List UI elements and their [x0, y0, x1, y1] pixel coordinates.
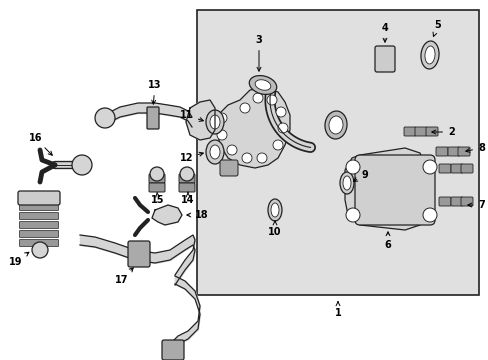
- FancyBboxPatch shape: [403, 127, 415, 136]
- Ellipse shape: [255, 80, 270, 90]
- FancyBboxPatch shape: [425, 127, 437, 136]
- Text: 19: 19: [8, 252, 29, 267]
- Circle shape: [95, 108, 115, 128]
- Polygon shape: [217, 88, 289, 168]
- Circle shape: [275, 107, 285, 117]
- Circle shape: [346, 208, 359, 222]
- Ellipse shape: [420, 41, 438, 69]
- Text: 2: 2: [431, 127, 454, 137]
- FancyBboxPatch shape: [438, 197, 450, 206]
- FancyBboxPatch shape: [20, 194, 59, 202]
- Ellipse shape: [205, 140, 224, 164]
- FancyBboxPatch shape: [457, 147, 469, 156]
- Circle shape: [226, 145, 237, 155]
- Circle shape: [278, 123, 287, 133]
- Ellipse shape: [209, 115, 220, 129]
- Circle shape: [252, 93, 263, 103]
- FancyBboxPatch shape: [460, 164, 472, 173]
- Ellipse shape: [209, 145, 220, 159]
- Ellipse shape: [270, 203, 279, 217]
- FancyBboxPatch shape: [435, 147, 447, 156]
- Circle shape: [32, 242, 48, 258]
- Ellipse shape: [342, 176, 350, 190]
- Polygon shape: [152, 205, 182, 225]
- Text: 14: 14: [181, 192, 194, 205]
- FancyBboxPatch shape: [147, 107, 159, 129]
- Circle shape: [257, 153, 266, 163]
- Circle shape: [217, 130, 226, 140]
- FancyBboxPatch shape: [20, 212, 59, 220]
- FancyBboxPatch shape: [162, 340, 183, 360]
- Text: 11: 11: [179, 110, 203, 121]
- Text: 5: 5: [432, 20, 441, 36]
- Ellipse shape: [328, 116, 342, 134]
- Text: 7: 7: [467, 200, 484, 210]
- FancyBboxPatch shape: [220, 160, 238, 176]
- FancyBboxPatch shape: [374, 46, 394, 72]
- FancyBboxPatch shape: [149, 183, 164, 192]
- FancyBboxPatch shape: [20, 203, 59, 211]
- Text: 9: 9: [353, 170, 368, 181]
- Ellipse shape: [424, 46, 434, 64]
- Polygon shape: [185, 100, 215, 140]
- Text: 4: 4: [381, 23, 387, 42]
- FancyBboxPatch shape: [438, 164, 450, 173]
- Text: 17: 17: [114, 268, 133, 285]
- Circle shape: [72, 155, 92, 175]
- Circle shape: [150, 167, 163, 181]
- Circle shape: [242, 153, 251, 163]
- Bar: [197, 10, 478, 295]
- Text: 16: 16: [28, 133, 52, 155]
- Circle shape: [422, 208, 436, 222]
- FancyBboxPatch shape: [18, 191, 60, 205]
- Text: 8: 8: [465, 143, 484, 153]
- Text: 6: 6: [384, 232, 390, 250]
- FancyBboxPatch shape: [450, 164, 462, 173]
- FancyBboxPatch shape: [354, 155, 434, 225]
- Polygon shape: [345, 148, 424, 230]
- FancyBboxPatch shape: [460, 197, 472, 206]
- Circle shape: [346, 160, 359, 174]
- FancyBboxPatch shape: [179, 183, 195, 192]
- FancyBboxPatch shape: [447, 147, 459, 156]
- Circle shape: [422, 160, 436, 174]
- FancyBboxPatch shape: [20, 239, 59, 247]
- FancyBboxPatch shape: [450, 197, 462, 206]
- FancyBboxPatch shape: [128, 241, 150, 267]
- FancyBboxPatch shape: [20, 221, 59, 229]
- Circle shape: [180, 167, 194, 181]
- Ellipse shape: [339, 172, 353, 194]
- FancyBboxPatch shape: [149, 174, 164, 183]
- Text: 12: 12: [179, 152, 203, 163]
- Circle shape: [272, 140, 283, 150]
- Ellipse shape: [376, 48, 392, 68]
- Circle shape: [240, 103, 249, 113]
- Ellipse shape: [249, 76, 276, 94]
- Circle shape: [217, 113, 226, 123]
- Text: 10: 10: [268, 221, 281, 237]
- Text: 1: 1: [334, 302, 341, 318]
- FancyBboxPatch shape: [179, 174, 195, 183]
- Ellipse shape: [267, 199, 282, 221]
- FancyBboxPatch shape: [414, 127, 426, 136]
- FancyBboxPatch shape: [20, 230, 59, 238]
- Circle shape: [266, 95, 276, 105]
- Text: 18: 18: [186, 210, 208, 220]
- Text: 15: 15: [151, 192, 164, 205]
- Text: 3: 3: [255, 35, 262, 71]
- Ellipse shape: [325, 111, 346, 139]
- Ellipse shape: [205, 110, 224, 134]
- Text: 13: 13: [148, 80, 162, 104]
